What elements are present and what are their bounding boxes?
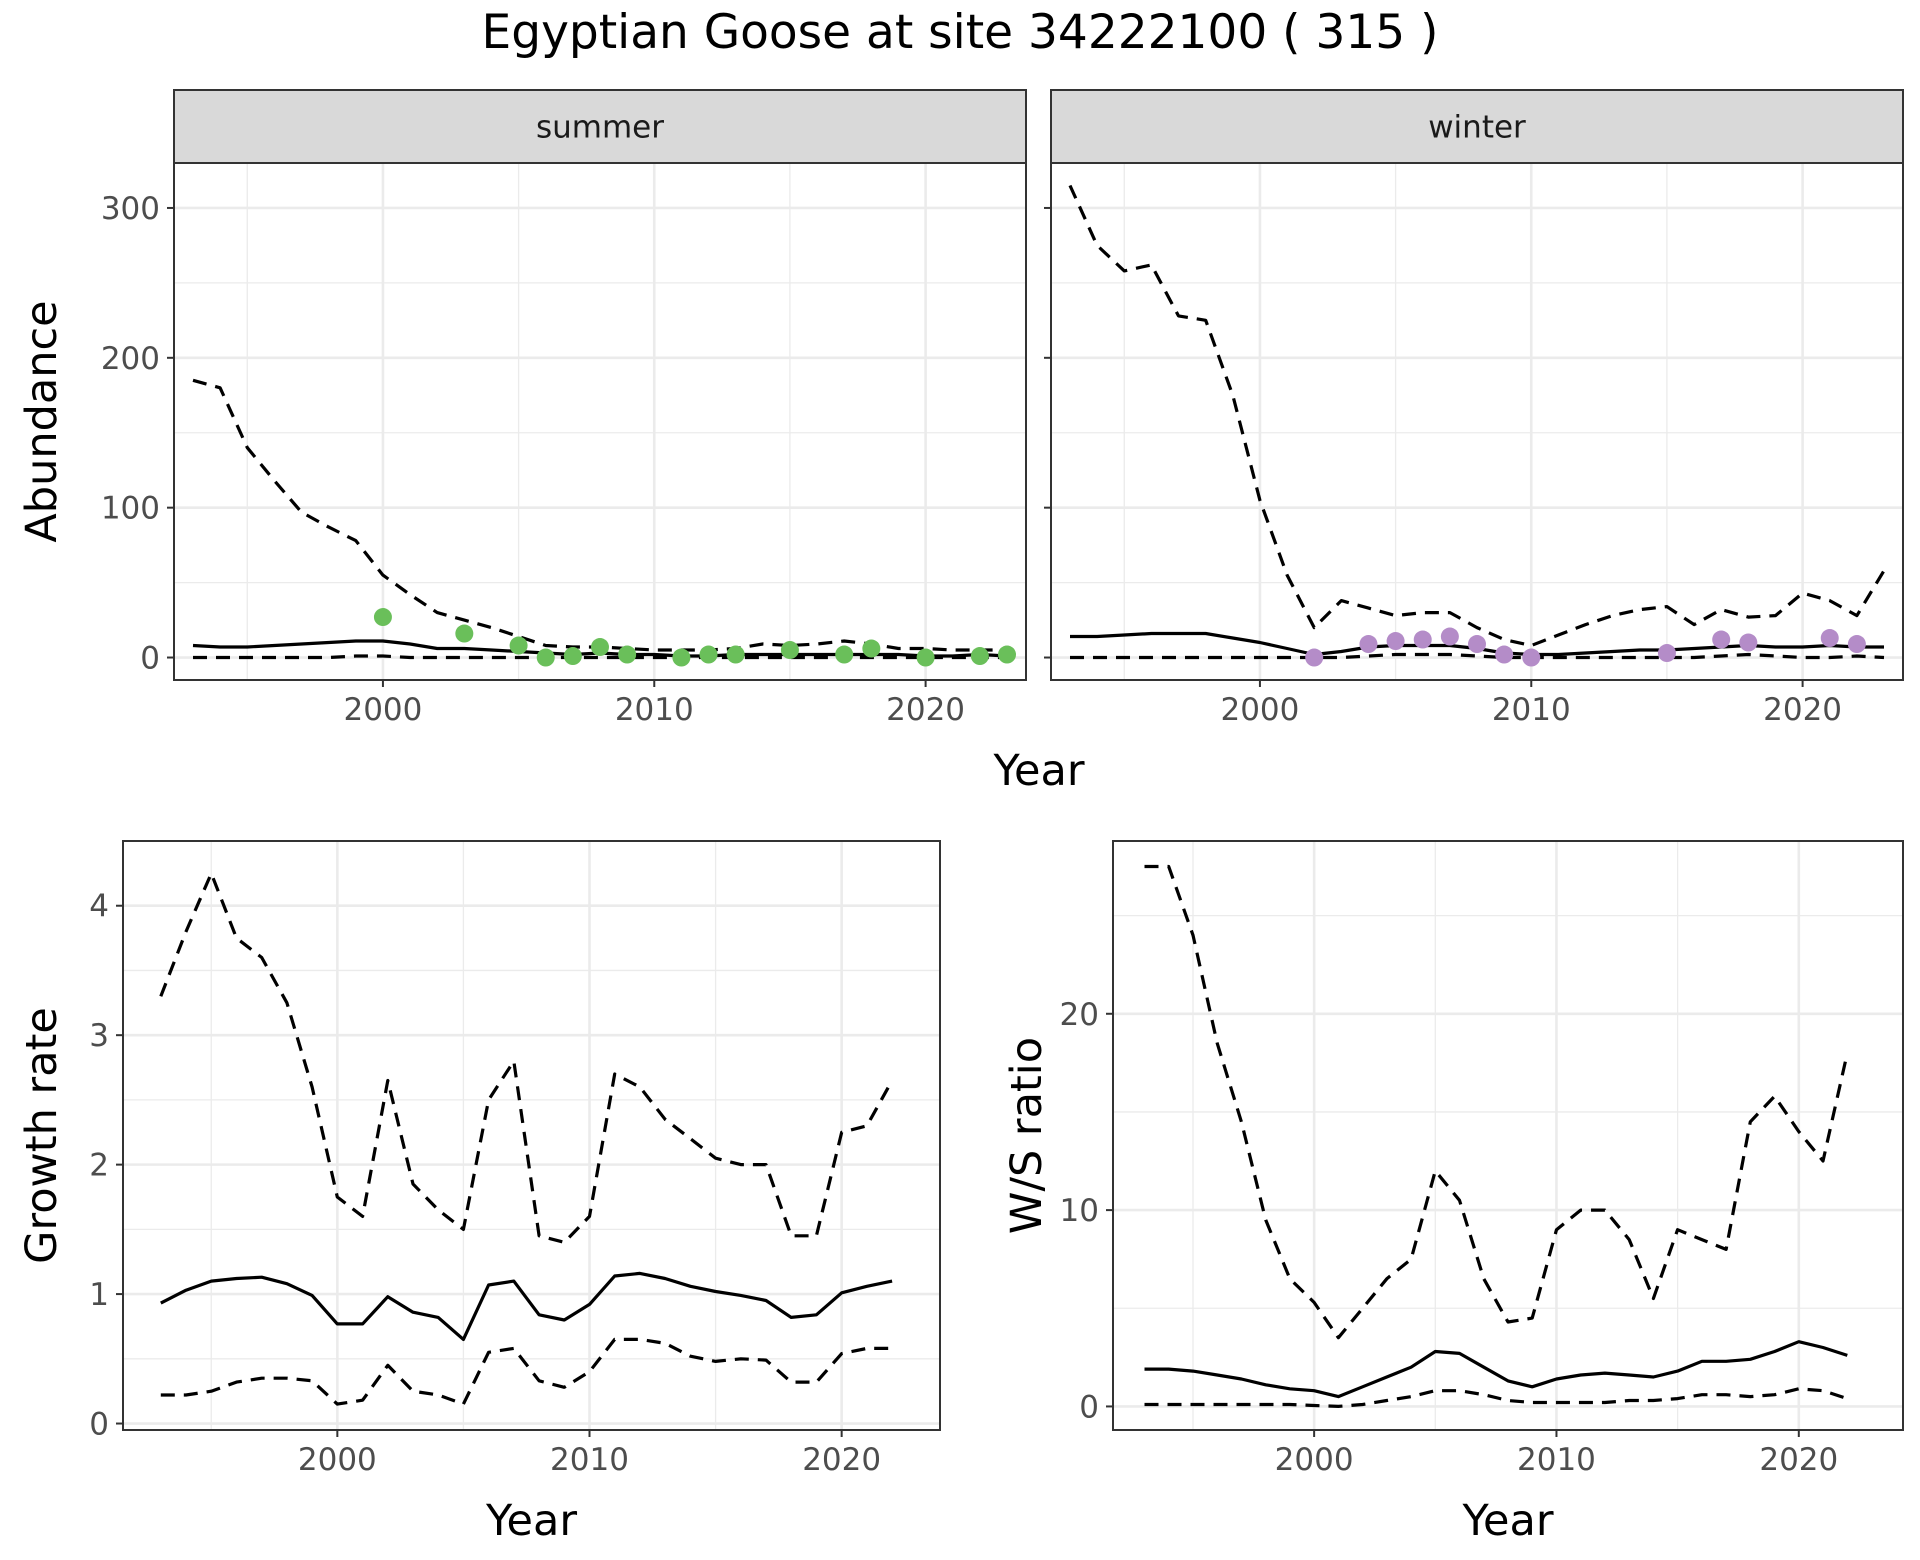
data-point (998, 645, 1017, 664)
data-point (672, 648, 691, 667)
y-tick-label: 100 (101, 491, 160, 527)
data-point (970, 647, 989, 666)
figure-title: Egyptian Goose at site 34222100 ( 315 ) (482, 5, 1439, 60)
y-tick-label: 2 (89, 1148, 109, 1184)
x-tick-label: 2000 (1220, 692, 1299, 728)
data-point (1495, 645, 1514, 664)
ws-ratio-panel: 2000 2010 2020 0 10 20W/S ratio Year (1002, 840, 1904, 1546)
data-point (563, 647, 582, 666)
y-axis-title: Growth rate (17, 1007, 67, 1264)
facet-strip (173, 89, 1027, 164)
data-point (835, 645, 854, 664)
y-tick-label: 20 (1060, 997, 1099, 1033)
data-point (455, 624, 474, 643)
data-point (726, 645, 745, 664)
x-tick-label: 2020 (802, 1442, 881, 1478)
growth-rate-panel: 2000 2010 2020 0 1 2 3 4 Growth rate Year (17, 840, 941, 1546)
series-line-upper (159, 871, 894, 1244)
data-point (699, 645, 718, 664)
panel-border (1112, 840, 1904, 1431)
series-line-upper (1144, 864, 1849, 1340)
y-tick-label: 10 (1060, 1193, 1099, 1229)
x-tick-label: 2000 (298, 1442, 377, 1478)
panel-border (122, 840, 941, 1431)
facet-strip (1050, 89, 1904, 164)
x-tick-label: 2010 (1492, 692, 1571, 728)
data-point (373, 608, 392, 627)
y-tick-label: 4 (89, 889, 109, 925)
x-axis-title: Year (1461, 1496, 1553, 1546)
y-tick-label: 200 (101, 341, 160, 377)
series-line-upper (1068, 184, 1886, 648)
data-point (1739, 633, 1758, 652)
abundance-winter-panel: winter 2000 2010 2020 (1044, 89, 1904, 728)
x-tick-label: 2010 (550, 1442, 629, 1478)
data-point (862, 639, 881, 658)
y-tick-label: 0 (140, 641, 160, 677)
data-point (1657, 644, 1676, 663)
data-point (1820, 629, 1839, 648)
x-tick-label: 2000 (1275, 1442, 1354, 1478)
y-tick-label: 0 (1079, 1389, 1099, 1425)
y-axis-title: Abundance (17, 300, 67, 542)
y-axis-title: W/S ratio (1002, 1037, 1052, 1234)
series-line-lower (160, 1337, 893, 1406)
x-tick-label: 2010 (615, 692, 694, 728)
facet-label: summer (536, 110, 664, 146)
data-point (1440, 627, 1459, 646)
data-point (1847, 635, 1866, 654)
x-tick-label: 2000 (343, 692, 422, 728)
x-tick-label: 2020 (1763, 692, 1842, 728)
data-point (1712, 630, 1731, 649)
data-point (1359, 635, 1378, 654)
data-point (1413, 630, 1432, 649)
data-point (1522, 648, 1541, 667)
data-point (536, 648, 555, 667)
data-point (509, 636, 528, 655)
series-line-mean (1144, 1340, 1848, 1399)
y-tick-label: 300 (101, 191, 160, 227)
x-axis-title: Year (485, 1496, 577, 1546)
data-point (1386, 632, 1405, 651)
facet-label: winter (1428, 110, 1526, 146)
x-tick-label: 2020 (1759, 1442, 1838, 1478)
data-point (780, 641, 799, 660)
series-line-lower (1144, 1387, 1848, 1408)
series-line-mean (160, 1271, 893, 1341)
data-point (591, 638, 609, 657)
x-tick-label: 2020 (886, 692, 965, 728)
series-line-lower (1070, 652, 1885, 660)
x-axis-title-shared: Year (992, 746, 1084, 796)
abundance-summer-panel: summer 2000 2010 2020 0 100 200 300 Abundance (17, 89, 1027, 728)
y-tick-label: 3 (89, 1018, 109, 1054)
data-point (916, 648, 935, 667)
y-tick-label: 1 (89, 1277, 109, 1313)
data-point (618, 645, 637, 664)
y-tick-label: 0 (89, 1407, 109, 1443)
x-tick-label: 2010 (1517, 1442, 1596, 1478)
data-point (1305, 648, 1324, 667)
data-point (1468, 635, 1486, 654)
